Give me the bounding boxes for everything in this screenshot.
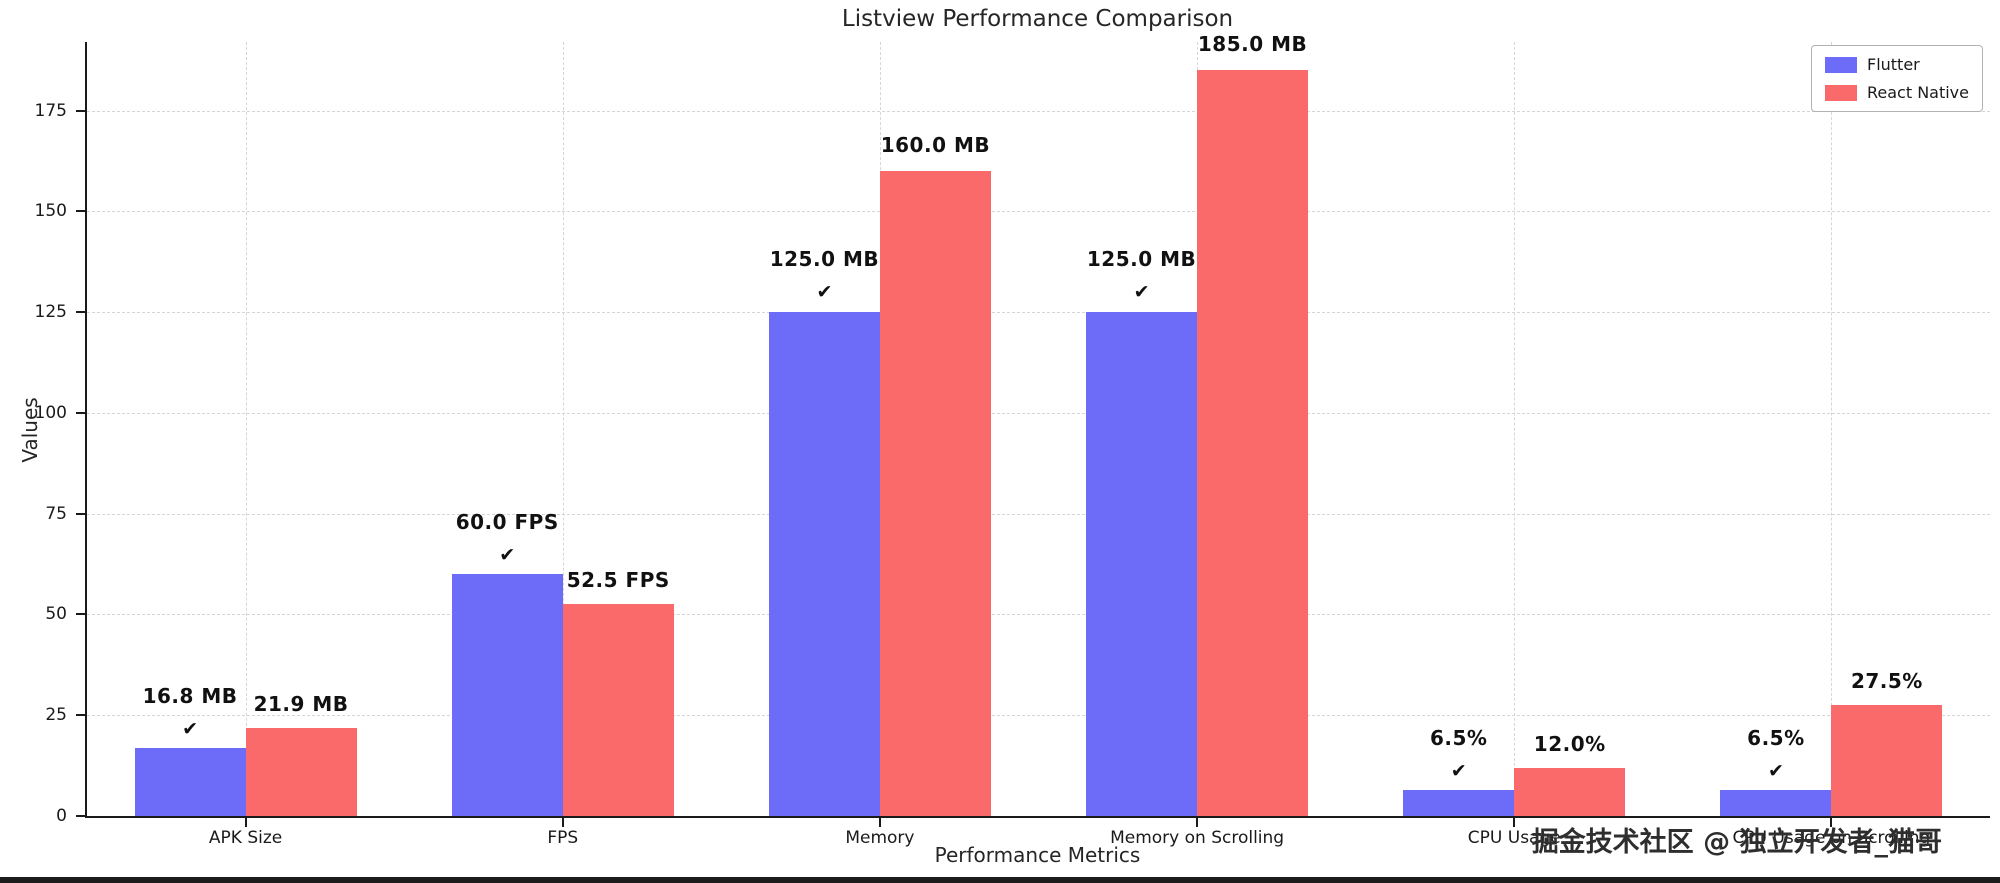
legend-entry-react-native: React Native (1824, 83, 1969, 102)
y-tick-label: 75 (45, 503, 67, 524)
legend-label-flutter: Flutter (1866, 55, 1920, 74)
y-axis-tick (76, 714, 85, 717)
x-axis-label: Performance Metrics (934, 843, 1141, 867)
x-axis-tick (1196, 818, 1199, 827)
winner-check-icon: ✔ (182, 718, 199, 741)
gridline-vertical (245, 42, 247, 816)
y-axis-tick (76, 109, 85, 112)
gridline-vertical (1831, 42, 1833, 816)
bar-value-label: 52.5 FPS (566, 567, 670, 592)
y-tick-label: 25 (45, 705, 67, 726)
x-axis-tick (244, 818, 247, 827)
winner-check-icon: ✔ (1450, 759, 1467, 782)
bar-value-label: 16.8 MB (142, 684, 238, 709)
bar-flutter (1403, 789, 1515, 816)
y-axis-tick (76, 411, 85, 414)
x-axis-tick (1830, 818, 1833, 827)
bar-react-native (245, 727, 357, 816)
bottom-edge-strip (0, 877, 2000, 883)
bar-value-label: 125.0 MB (1086, 246, 1197, 271)
bar-flutter (451, 574, 563, 816)
x-tick-label: FPS (547, 828, 579, 848)
bar-value-label: 125.0 MB (769, 246, 880, 271)
watermark-text: 掘金技术社区 @ 独立开发者_猫哥 (1531, 827, 1942, 858)
winner-check-icon: ✔ (816, 280, 833, 303)
y-tick-label: 100 (34, 402, 67, 423)
x-axis-tick (561, 818, 564, 827)
winner-check-icon: ✔ (1767, 759, 1784, 782)
bar-react-native (1514, 767, 1626, 816)
gridline-horizontal (87, 312, 1990, 314)
x-tick-label: Memory on Scrolling (1110, 828, 1285, 848)
legend: Flutter React Native (1810, 45, 1983, 112)
gridline-horizontal (87, 614, 1990, 616)
x-tick-label: Memory (845, 828, 915, 848)
bar-react-native (879, 171, 991, 816)
y-axis-tick (76, 311, 85, 314)
bar-flutter (768, 312, 880, 816)
legend-entry-flutter: Flutter (1824, 55, 1969, 74)
bar-value-label: 12.0% (1533, 731, 1606, 756)
x-axis-tick (878, 818, 881, 827)
bar-react-native (562, 604, 674, 816)
gridline-horizontal (87, 513, 1990, 515)
gridline-horizontal (87, 110, 1990, 112)
x-axis-tick (1513, 818, 1516, 827)
legend-label-react-native: React Native (1866, 83, 1969, 102)
x-tick-label: CPU Usage (1467, 828, 1561, 848)
legend-swatch-flutter (1824, 56, 1857, 73)
x-tick-label: CPU Usage on Scrolling (1732, 828, 1931, 848)
gridline-horizontal (87, 211, 1990, 213)
y-axis-tick (76, 613, 85, 616)
legend-swatch-react-native (1824, 84, 1857, 101)
bar-react-native (1831, 705, 1943, 816)
bar-flutter (134, 748, 246, 816)
x-tick-label: APK Size (208, 828, 283, 848)
bar-flutter (1086, 312, 1198, 816)
gridline-vertical (562, 42, 564, 816)
bar-flutter (1720, 789, 1832, 816)
bar-value-label: 185.0 MB (1197, 32, 1308, 57)
bar-value-label: 160.0 MB (880, 133, 991, 158)
gridline-vertical (1514, 42, 1516, 816)
plot-area: 0 25 50 75 100 125 150 175 APK Size 16.8 MB ✔ 21.9 … (35, 32, 1990, 848)
y-tick-label: 150 (34, 201, 67, 222)
bar-react-native (1197, 70, 1309, 816)
y-axis-tick (76, 815, 85, 817)
chart-title: Listview Performance Comparison (841, 6, 1234, 32)
winner-check-icon: ✔ (499, 543, 516, 566)
y-axis-tick (76, 210, 85, 213)
bar-value-label: 6.5% (1747, 725, 1805, 750)
gridline-horizontal (87, 412, 1990, 414)
y-axis-tick (76, 512, 85, 515)
y-tick-label: 125 (34, 302, 67, 323)
y-tick-label: 175 (34, 100, 67, 121)
y-tick-label: 0 (56, 806, 67, 826)
winner-check-icon: ✔ (1133, 280, 1150, 303)
bar-value-label: 60.0 FPS (455, 509, 559, 534)
bar-value-label: 6.5% (1430, 725, 1488, 750)
bar-value-label: 27.5% (1850, 668, 1923, 693)
gridline-horizontal (87, 715, 1990, 717)
bar-value-label: 21.9 MB (253, 691, 349, 716)
y-tick-label: 50 (45, 604, 67, 625)
